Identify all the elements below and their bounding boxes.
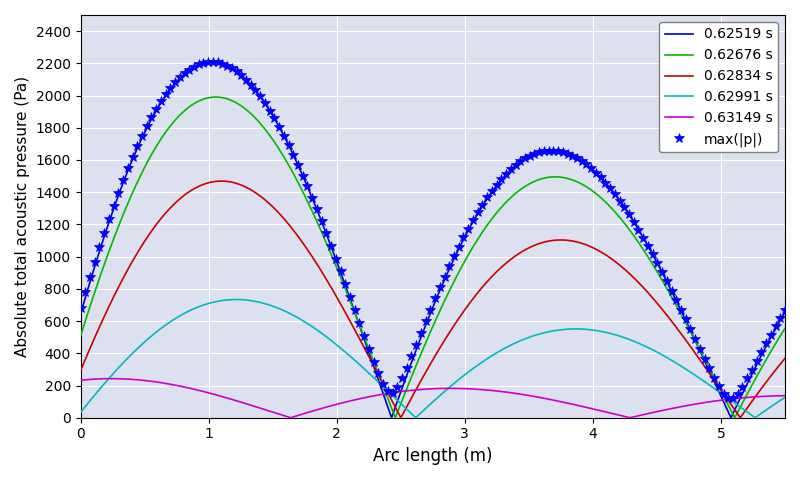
- 0.63149 s: [286, 415, 295, 420]
- max(|p|): [728, 396, 738, 401]
- max(|p|): [478, 202, 487, 207]
- 0.62834 s: [76, 368, 86, 373]
- 0.62676 s: [76, 333, 86, 339]
- 0.63149 s: [760, 394, 770, 399]
- 0.62519 s: [418, 328, 428, 334]
- 0.62834 s: [631, 277, 641, 283]
- 0.62991 s: [112, 367, 122, 373]
- 0.63149 s: [400, 388, 410, 394]
- 0.62991 s: [76, 409, 86, 415]
- 0.62834 s: [112, 288, 122, 294]
- Y-axis label: Absolute total acoustic pressure (Pa): Absolute total acoustic pressure (Pa): [15, 76, 30, 357]
- Line: 0.62519 s: 0.62519 s: [81, 62, 785, 418]
- Line: max(|p|): max(|p|): [76, 57, 790, 403]
- 0.63149 s: [780, 393, 790, 398]
- 0.62676 s: [390, 415, 400, 420]
- 0.63149 s: [419, 386, 429, 392]
- 0.62519 s: [761, 345, 770, 351]
- 0.62519 s: [760, 346, 770, 351]
- 0.62676 s: [780, 325, 790, 331]
- 0.62519 s: [630, 222, 640, 228]
- 0.62834 s: [400, 407, 410, 413]
- Line: 0.63149 s: 0.63149 s: [81, 379, 785, 418]
- 0.62834 s: [217, 178, 226, 184]
- 0.62834 s: [761, 381, 770, 386]
- 0.62834 s: [396, 415, 406, 420]
- 0.62676 s: [760, 359, 770, 365]
- 0.62676 s: [112, 228, 122, 234]
- max(|p|): [312, 206, 322, 212]
- 0.62519 s: [726, 415, 736, 420]
- 0.63149 s: [761, 394, 770, 399]
- 0.62519 s: [112, 198, 122, 204]
- max(|p|): [208, 59, 218, 65]
- 0.62991 s: [411, 415, 421, 420]
- 0.62834 s: [780, 356, 790, 361]
- 0.62991 s: [761, 408, 770, 413]
- 0.62519 s: [76, 311, 86, 317]
- 0.62676 s: [400, 390, 410, 396]
- 0.62676 s: [631, 236, 641, 241]
- 0.62519 s: [780, 309, 790, 315]
- 0.63149 s: [112, 376, 122, 382]
- 0.63149 s: [106, 376, 116, 382]
- 0.63149 s: [631, 413, 641, 419]
- 0.62519 s: [207, 60, 217, 65]
- max(|p|): [780, 307, 790, 313]
- 0.62834 s: [760, 381, 770, 387]
- 0.62519 s: [400, 378, 410, 384]
- 0.62834 s: [419, 372, 429, 378]
- 0.62991 s: [631, 339, 641, 345]
- Line: 0.62991 s: 0.62991 s: [81, 300, 785, 418]
- 0.62991 s: [400, 404, 410, 410]
- max(|p|): [567, 153, 577, 158]
- 0.62676 s: [761, 358, 770, 364]
- X-axis label: Arc length (m): Arc length (m): [373, 447, 493, 465]
- max(|p|): [662, 278, 671, 284]
- 0.63149 s: [76, 377, 86, 383]
- Legend: 0.62519 s, 0.62676 s, 0.62834 s, 0.62991 s, 0.63149 s, max(|p|): 0.62519 s, 0.62676 s, 0.62834 s, 0.62991…: [659, 22, 778, 152]
- 0.62991 s: [760, 408, 770, 414]
- Line: 0.62834 s: 0.62834 s: [81, 181, 785, 418]
- max(|p|): [76, 305, 86, 311]
- max(|p|): [359, 334, 369, 339]
- 0.62991 s: [780, 395, 790, 400]
- 0.62676 s: [419, 345, 429, 350]
- 0.62676 s: [211, 94, 221, 100]
- max(|p|): [450, 253, 459, 259]
- 0.62991 s: [231, 297, 241, 302]
- Line: 0.62676 s: 0.62676 s: [81, 97, 785, 418]
- 0.62991 s: [419, 408, 429, 413]
